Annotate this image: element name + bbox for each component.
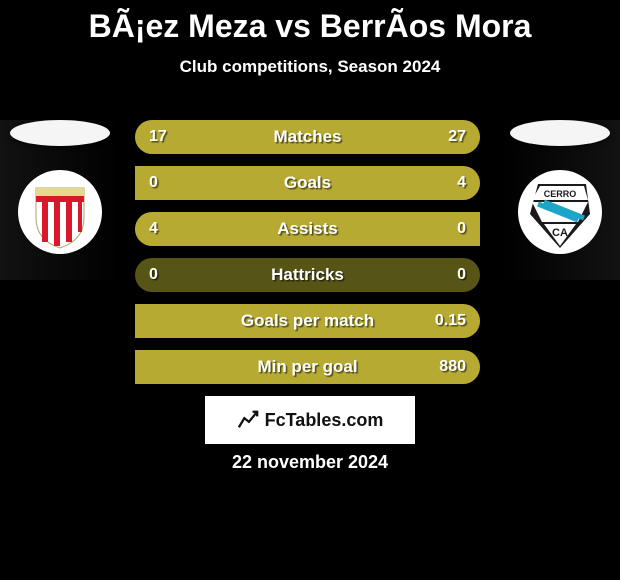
stat-value-left: 17 [149,120,167,154]
stat-label: Matches [135,120,480,154]
watermark-text: FcTables.com [265,410,384,431]
date-text: 22 november 2024 [0,452,620,473]
player-right-column: CERRO CA [500,120,620,280]
svg-text:CERRO: CERRO [544,189,577,199]
stat-value-right: 880 [439,350,466,384]
watermark[interactable]: FcTables.com [205,396,415,444]
stat-rows: Matches1727Goals04Assists40Hattricks00Go… [135,120,480,396]
player-left-column [0,120,120,254]
player-left-badge [18,170,102,254]
shield-icon [18,170,102,254]
stat-label: Goals [135,166,480,200]
stat-value-right: 4 [457,166,466,200]
stat-row: Assists4 0 [135,212,480,246]
stat-value-right: 0 [457,212,466,246]
stat-label: Min per goal [135,350,480,384]
player-right-badge: CERRO CA [518,170,602,254]
stat-value-left: 0 [149,258,158,292]
subtitle: Club competitions, Season 2024 [0,57,620,77]
stat-value-right: 0 [457,258,466,292]
stat-label: Assists [135,212,480,246]
stat-row: Goals0 4 [135,166,480,200]
page-title: BÃ¡ez Meza vs BerrÃ­os Mora [0,0,620,45]
player-right-name-oval [510,120,610,146]
stat-row: Min per goal880 [135,350,480,384]
stat-value-right: 0.15 [435,304,466,338]
stat-row: Hattricks0 0 [135,258,480,292]
chart-icon [237,409,259,431]
stat-row: Matches17 27 [135,120,480,154]
stat-label: Hattricks [135,258,480,292]
player-left-name-oval [10,120,110,146]
club-badge-icon: CERRO CA [518,170,602,254]
stat-value-left: 4 [149,212,158,246]
stat-label: Goals per match [135,304,480,338]
stat-value-right: 27 [448,120,466,154]
stat-row: Goals per match0.15 [135,304,480,338]
svg-text:CA: CA [552,227,568,239]
stat-value-left: 0 [149,166,158,200]
comparison-card: BÃ¡ez Meza vs BerrÃ­os Mora Club competi… [0,0,620,580]
